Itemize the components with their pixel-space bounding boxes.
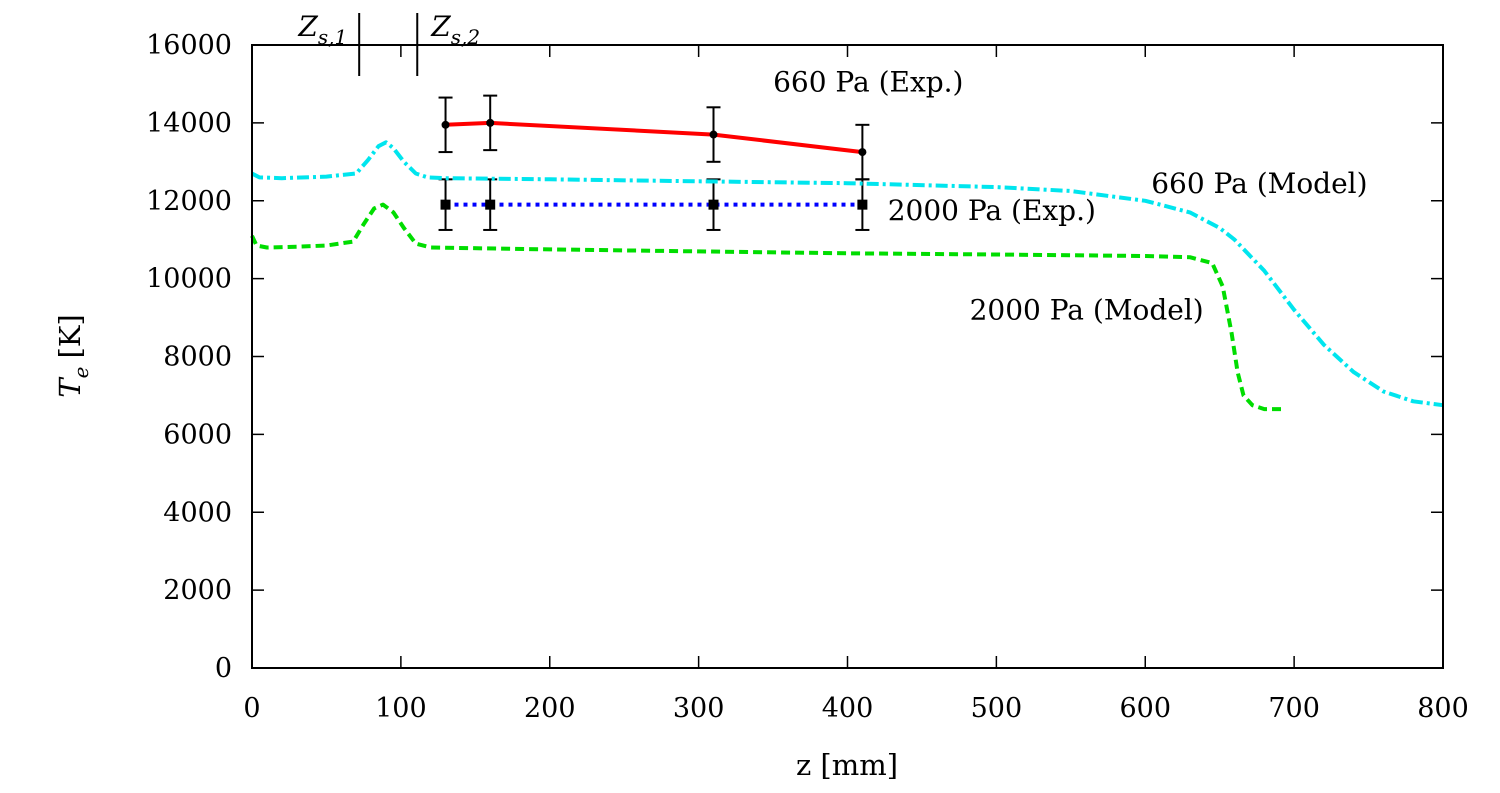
series-line-0: [445, 120, 863, 155]
marker-layer: Zs,1 Zs,2: [297, 10, 480, 76]
y-tick-label: 16000: [146, 30, 232, 61]
y-axis-title-sub: e: [69, 367, 93, 379]
data-point: [441, 120, 450, 129]
data-point-square: [708, 199, 719, 210]
z-marker-label-1: Zs,1: [297, 10, 347, 49]
x-tick-label: 800: [1417, 693, 1469, 724]
y-tick-label: 2000: [163, 575, 232, 606]
y-tick-label: 8000: [163, 342, 232, 373]
series-annotation-0: 660 Pa (Exp.): [773, 66, 963, 99]
data-point: [858, 148, 867, 157]
y-tick-label: 10000: [146, 264, 232, 295]
y-tick-label: 12000: [146, 186, 232, 217]
z-marker-label-sub: s,2: [451, 25, 480, 49]
z-marker-label-2: Zs,2: [430, 10, 480, 49]
data-point-square: [485, 199, 496, 210]
y-tick-label: 4000: [163, 497, 232, 528]
x-tick-label: 0: [243, 693, 260, 724]
x-tick-label: 600: [1119, 693, 1171, 724]
z-marker-label-main: Z: [430, 10, 451, 43]
data-point: [709, 130, 718, 139]
y-axis-title: Te [K]: [53, 314, 93, 397]
series-annotation-3: 2000 Pa (Model): [970, 294, 1204, 327]
z-marker-label-main: Z: [297, 10, 318, 43]
series-line-3: [250, 202, 1284, 412]
x-tick-label: 700: [1268, 693, 1320, 724]
z-marker-label-sub: s,1: [318, 25, 347, 49]
data-point: [486, 118, 495, 127]
x-axis-title: z [mm]: [796, 748, 898, 782]
x-tick-label: 300: [673, 693, 725, 724]
x-tick-label: 500: [971, 693, 1023, 724]
data-point-square: [857, 199, 868, 210]
axes-layer: 0 100 200 300 400 500 600 700 800020004000600080…: [146, 30, 1469, 724]
y-axis-title-unit: [K]: [53, 314, 87, 358]
series-line-2: [251, 140, 1444, 408]
plot-frame: [251, 44, 1444, 669]
x-tick-label: 200: [524, 693, 576, 724]
x-tick-label: 100: [375, 693, 427, 724]
y-tick-label: 14000: [146, 108, 232, 139]
series-annotation-1: 2000 Pa (Exp.): [888, 194, 1096, 227]
y-tick-label: 0: [215, 653, 232, 684]
y-axis-title-main: T: [53, 376, 87, 398]
annotation-layer: 660 Pa (Exp.) 2000 Pa (Exp.) 660 Pa (Model…: [773, 66, 1367, 327]
series-annotation-2: 660 Pa (Model): [1151, 167, 1367, 200]
x-tick-label: 400: [822, 693, 874, 724]
series-layer: [250, 94, 1444, 412]
data-point-square: [440, 199, 451, 210]
y-tick-label: 6000: [163, 419, 232, 450]
